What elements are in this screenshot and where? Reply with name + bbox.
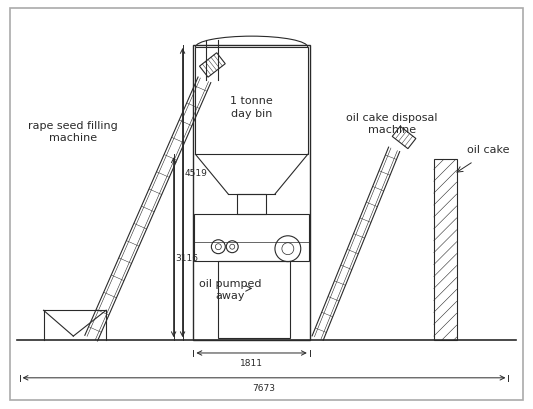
Bar (196, 48, 308, 155)
Bar (237, 195, 266, 214)
Text: away: away (215, 291, 245, 301)
Text: 3116: 3116 (175, 253, 199, 262)
Bar (193, 46, 310, 340)
Text: oil cake: oil cake (467, 145, 510, 155)
Text: rape seed filling: rape seed filling (28, 120, 118, 130)
Text: day bin: day bin (231, 108, 272, 118)
Bar (434, 160, 457, 340)
Text: oil pumped: oil pumped (199, 279, 262, 289)
Text: machine: machine (49, 133, 98, 143)
Bar (195, 214, 309, 261)
Text: machine: machine (368, 124, 416, 134)
Text: 4519: 4519 (184, 169, 207, 178)
Text: 1811: 1811 (240, 359, 263, 368)
Text: oil cake disposal: oil cake disposal (346, 112, 438, 122)
Text: 7673: 7673 (253, 383, 276, 392)
Bar (219, 261, 290, 338)
Text: 1 tonne: 1 tonne (230, 95, 273, 106)
